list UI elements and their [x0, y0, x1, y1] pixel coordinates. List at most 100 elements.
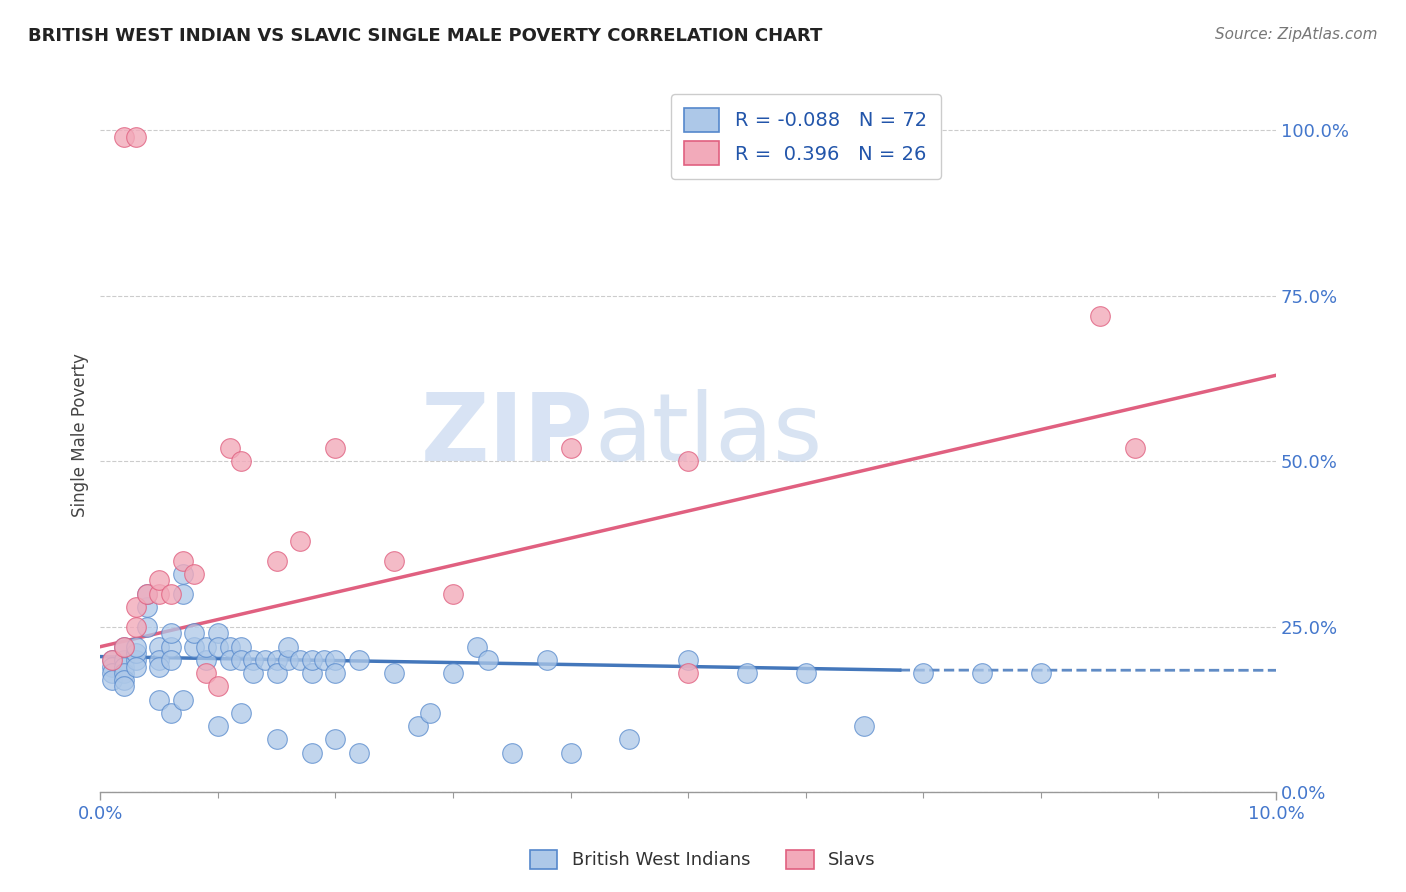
- Point: [1029, 666, 1052, 681]
- Point: [676, 653, 699, 667]
- Point: [465, 640, 488, 654]
- Point: [1123, 441, 1146, 455]
- Point: [619, 732, 641, 747]
- Point: [124, 646, 146, 660]
- Point: [676, 666, 699, 681]
- Point: [172, 587, 194, 601]
- Point: [148, 659, 170, 673]
- Point: [112, 679, 135, 693]
- Text: atlas: atlas: [595, 389, 823, 481]
- Point: [124, 640, 146, 654]
- Point: [266, 732, 288, 747]
- Legend: R = -0.088   N = 72, R =  0.396   N = 26: R = -0.088 N = 72, R = 0.396 N = 26: [671, 95, 941, 178]
- Point: [406, 719, 429, 733]
- Point: [676, 454, 699, 468]
- Point: [277, 653, 299, 667]
- Point: [735, 666, 758, 681]
- Point: [325, 441, 347, 455]
- Point: [136, 587, 159, 601]
- Point: [207, 640, 229, 654]
- Point: [325, 666, 347, 681]
- Point: [172, 566, 194, 581]
- Point: [148, 587, 170, 601]
- Point: [148, 574, 170, 588]
- Point: [136, 620, 159, 634]
- Point: [1088, 309, 1111, 323]
- Point: [560, 441, 582, 455]
- Point: [277, 640, 299, 654]
- Point: [301, 746, 323, 760]
- Point: [183, 626, 205, 640]
- Point: [148, 692, 170, 706]
- Point: [124, 599, 146, 614]
- Point: [207, 719, 229, 733]
- Point: [560, 746, 582, 760]
- Point: [231, 454, 253, 468]
- Point: [301, 653, 323, 667]
- Point: [218, 640, 240, 654]
- Point: [160, 587, 183, 601]
- Point: [101, 653, 124, 667]
- Point: [853, 719, 876, 733]
- Point: [112, 673, 135, 687]
- Point: [266, 554, 288, 568]
- Text: Source: ZipAtlas.com: Source: ZipAtlas.com: [1215, 27, 1378, 42]
- Point: [124, 653, 146, 667]
- Point: [218, 441, 240, 455]
- Point: [207, 626, 229, 640]
- Point: [794, 666, 817, 681]
- Point: [970, 666, 993, 681]
- Point: [136, 587, 159, 601]
- Point: [441, 587, 464, 601]
- Point: [101, 653, 124, 667]
- Point: [441, 666, 464, 681]
- Point: [207, 679, 229, 693]
- Point: [160, 640, 183, 654]
- Point: [290, 653, 312, 667]
- Point: [160, 653, 183, 667]
- Legend: British West Indians, Slavs: British West Indians, Slavs: [522, 840, 884, 879]
- Point: [347, 653, 370, 667]
- Point: [183, 566, 205, 581]
- Point: [124, 130, 146, 145]
- Text: BRITISH WEST INDIAN VS SLAVIC SINGLE MALE POVERTY CORRELATION CHART: BRITISH WEST INDIAN VS SLAVIC SINGLE MAL…: [28, 27, 823, 45]
- Point: [160, 706, 183, 720]
- Point: [242, 666, 264, 681]
- Point: [124, 659, 146, 673]
- Point: [290, 533, 312, 548]
- Point: [912, 666, 935, 681]
- Point: [112, 130, 135, 145]
- Point: [218, 653, 240, 667]
- Point: [301, 666, 323, 681]
- Point: [231, 640, 253, 654]
- Point: [172, 554, 194, 568]
- Y-axis label: Single Male Poverty: Single Male Poverty: [72, 353, 89, 516]
- Point: [148, 653, 170, 667]
- Point: [183, 640, 205, 654]
- Point: [101, 673, 124, 687]
- Point: [124, 620, 146, 634]
- Point: [112, 640, 135, 654]
- Point: [382, 554, 405, 568]
- Point: [325, 732, 347, 747]
- Point: [148, 640, 170, 654]
- Point: [477, 653, 499, 667]
- Point: [253, 653, 276, 667]
- Point: [112, 659, 135, 673]
- Point: [136, 599, 159, 614]
- Point: [418, 706, 440, 720]
- Point: [112, 640, 135, 654]
- Point: [325, 653, 347, 667]
- Point: [172, 692, 194, 706]
- Point: [266, 666, 288, 681]
- Point: [231, 653, 253, 667]
- Point: [382, 666, 405, 681]
- Point: [231, 706, 253, 720]
- Point: [312, 653, 335, 667]
- Point: [112, 666, 135, 681]
- Point: [195, 666, 218, 681]
- Point: [195, 640, 218, 654]
- Point: [101, 659, 124, 673]
- Point: [112, 653, 135, 667]
- Point: [501, 746, 523, 760]
